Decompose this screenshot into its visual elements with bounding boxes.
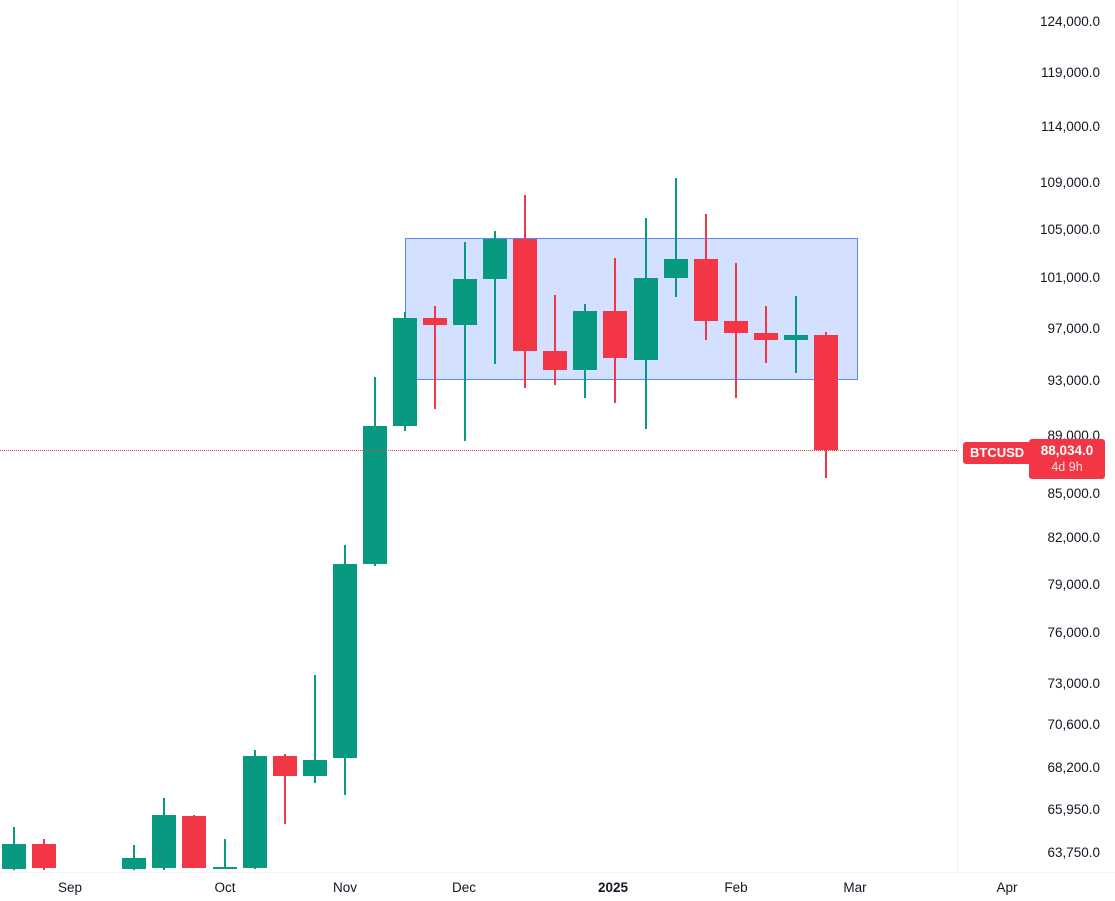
last-price-line [0,449,957,451]
candle-body [423,318,448,325]
candle-body [483,238,508,280]
price-axis-tick: 114,000.0 [1040,118,1100,134]
range-rectangle[interactable] [404,238,858,380]
price-axis-tick: 119,000.0 [1040,65,1100,81]
price-axis-tick: 97,000.0 [1047,320,1100,336]
price-axis-tick: 101,000.0 [1039,270,1100,286]
candle-body [182,816,207,869]
candle-body [693,258,718,322]
candle-wick [794,295,797,373]
price-axis-tick: 73,000.0 [1047,675,1100,691]
symbol-badge: BTCUSD [963,441,1032,464]
candle-body [332,563,357,758]
candle-body [212,867,237,870]
candle-body [242,755,267,869]
price-axis-tick: 79,000.0 [1047,576,1100,592]
candle-wick [313,675,316,784]
time-axis-label: Sep [57,880,83,895]
candle-body [813,334,838,450]
price-value: 88,034.0 [1040,442,1094,458]
candle-body [783,334,808,340]
candle-body [362,426,387,564]
candle-body [543,350,568,370]
chart-pane[interactable] [0,0,957,872]
candle-wick [434,305,437,410]
candle-wick [674,177,677,297]
price-axis-tick: 93,000.0 [1047,373,1100,389]
candle-body [723,321,748,333]
time-axis-label: Feb [724,880,748,895]
candle-body [573,311,598,370]
candle-body [122,858,147,870]
time-axis[interactable]: Sep Oct Nov Dec 2025 Feb Mar Apr [0,872,1115,901]
candle-body [392,318,417,427]
candle-body [753,332,778,340]
time-axis-label: 2025 [597,880,629,895]
candle-wick [464,242,467,442]
time-axis-label: Nov [332,880,358,895]
price-axis-tick: 85,000.0 [1047,485,1100,501]
time-axis-label: Mar [843,880,867,895]
candle-body [272,755,297,776]
price-axis-tick: 68,200.0 [1047,760,1100,776]
candle-wick [494,230,497,364]
price-axis-tick: 105,000.0 [1039,221,1100,237]
price-axis-tick: 65,950.0 [1047,802,1100,818]
price-axis-tick: 82,000.0 [1047,530,1100,546]
price-axis-tick: 63,750.0 [1047,844,1100,860]
candle-body [2,844,26,870]
price-axis-tick: 70,600.0 [1047,717,1100,733]
price-axis[interactable]: 63,750.0 65,950.0 68,200.0 70,600.0 73,000.0… [957,0,1115,872]
candle-wick [223,839,226,870]
candle-body [633,278,658,360]
candle-body [453,279,478,325]
bar-countdown: 4d 9h [1051,459,1083,474]
candle-wick [133,845,136,871]
price-axis-tick: 109,000.0 [1039,174,1100,190]
candle-body [152,815,177,869]
candle-body [663,258,688,279]
candle-body [513,238,538,351]
time-axis-label: Dec [451,880,477,895]
time-axis-label: Oct [214,880,236,895]
price-box: 88,034.0 4d 9h [1029,438,1105,479]
price-axis-tick: 124,000.0 [1039,14,1100,29]
price-axis-tick: 76,000.0 [1047,625,1100,641]
time-axis-label: Apr [996,880,1018,895]
candle-body [32,844,57,869]
candle-wick [283,753,286,824]
candle-wick [554,294,557,386]
candle-body [603,311,628,358]
candle-body [302,760,327,776]
